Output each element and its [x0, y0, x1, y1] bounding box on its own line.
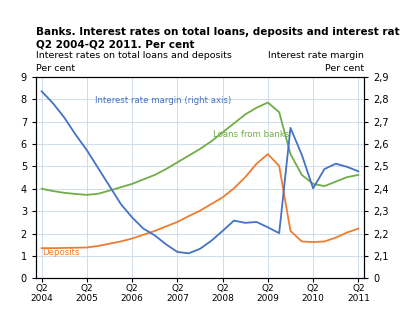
Text: Loans from banks: Loans from banks	[213, 130, 290, 139]
Text: Per cent: Per cent	[36, 64, 75, 73]
Text: Per cent: Per cent	[325, 64, 364, 73]
Text: Interest rate margin: Interest rate margin	[268, 51, 364, 60]
Text: Interest rates on total loans and deposits: Interest rates on total loans and deposi…	[36, 51, 232, 60]
Text: Interest rate margin (right axis): Interest rate margin (right axis)	[95, 96, 231, 105]
Text: Q2 2004-Q2 2011. Per cent: Q2 2004-Q2 2011. Per cent	[36, 39, 194, 50]
Text: Deposits: Deposits	[42, 248, 80, 257]
Text: Banks. Interest rates on total loans, deposits and interest rate margin.: Banks. Interest rates on total loans, de…	[36, 28, 400, 37]
